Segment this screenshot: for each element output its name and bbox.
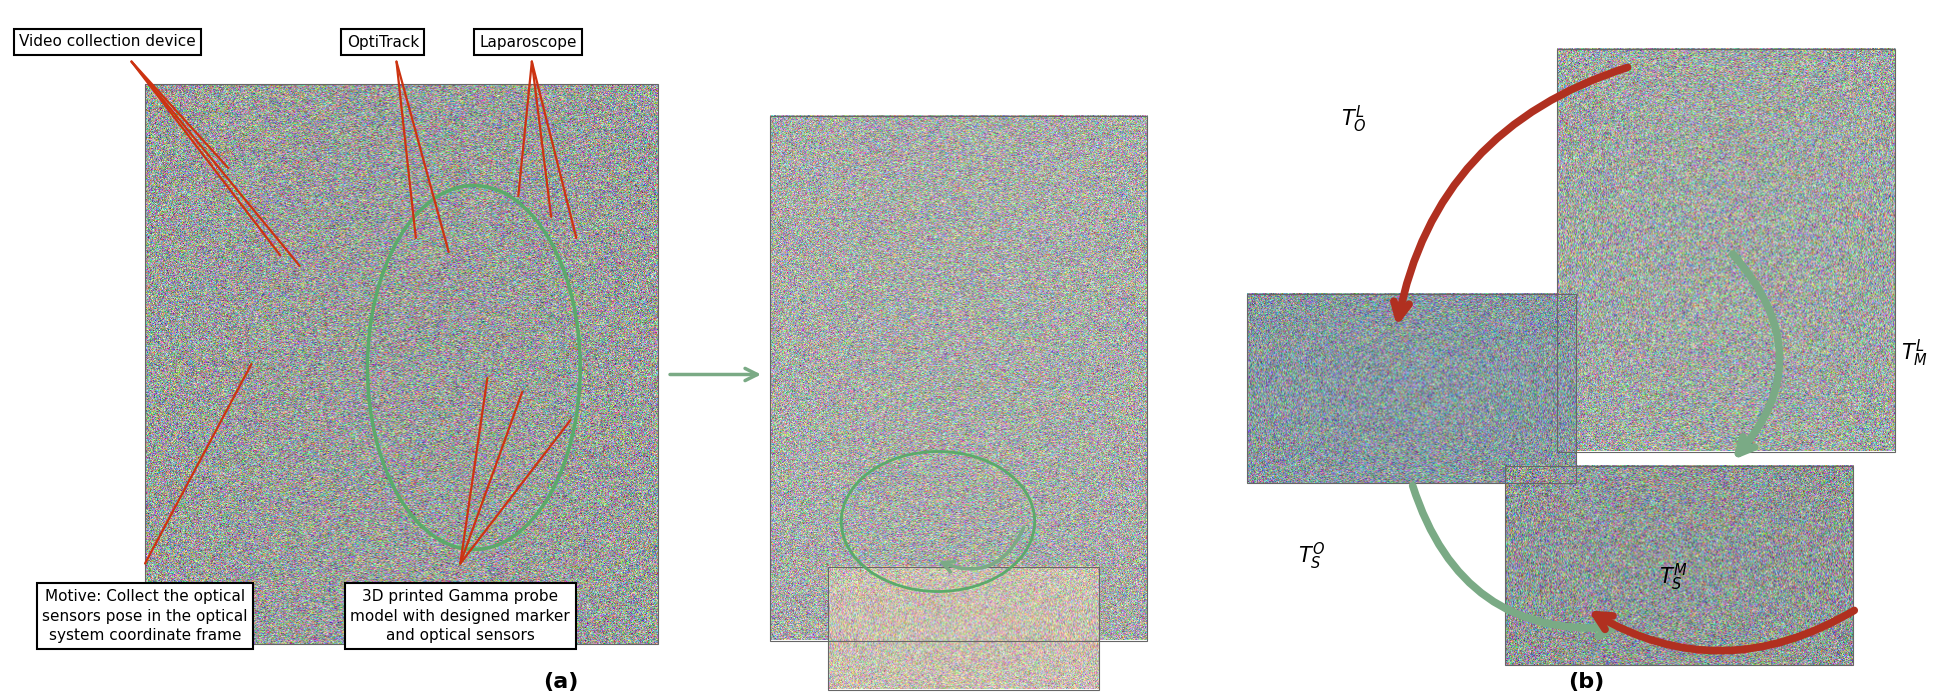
Text: OptiTrack: OptiTrack xyxy=(346,34,420,50)
Bar xyxy=(828,567,1099,690)
Text: $T_S^M$: $T_S^M$ xyxy=(1659,562,1686,593)
Text: $T_M^L$: $T_M^L$ xyxy=(1901,338,1928,369)
Bar xyxy=(145,84,658,644)
Text: $T_S^O$: $T_S^O$ xyxy=(1298,541,1325,572)
Bar xyxy=(770,116,1147,640)
Text: Motive: Collect the optical
sensors pose in the optical
system coordinate frame: Motive: Collect the optical sensors pose… xyxy=(43,589,248,643)
Bar xyxy=(1247,294,1576,483)
Text: Video collection device: Video collection device xyxy=(19,34,195,50)
Text: (a): (a) xyxy=(543,671,578,692)
Text: (b): (b) xyxy=(1568,671,1603,692)
Bar xyxy=(1557,49,1895,451)
Text: Laparoscope: Laparoscope xyxy=(480,34,576,50)
Text: $T_O^L$: $T_O^L$ xyxy=(1340,104,1367,134)
Bar xyxy=(1505,466,1853,665)
Text: 3D printed Gamma probe
model with designed marker
and optical sensors: 3D printed Gamma probe model with design… xyxy=(350,589,571,643)
